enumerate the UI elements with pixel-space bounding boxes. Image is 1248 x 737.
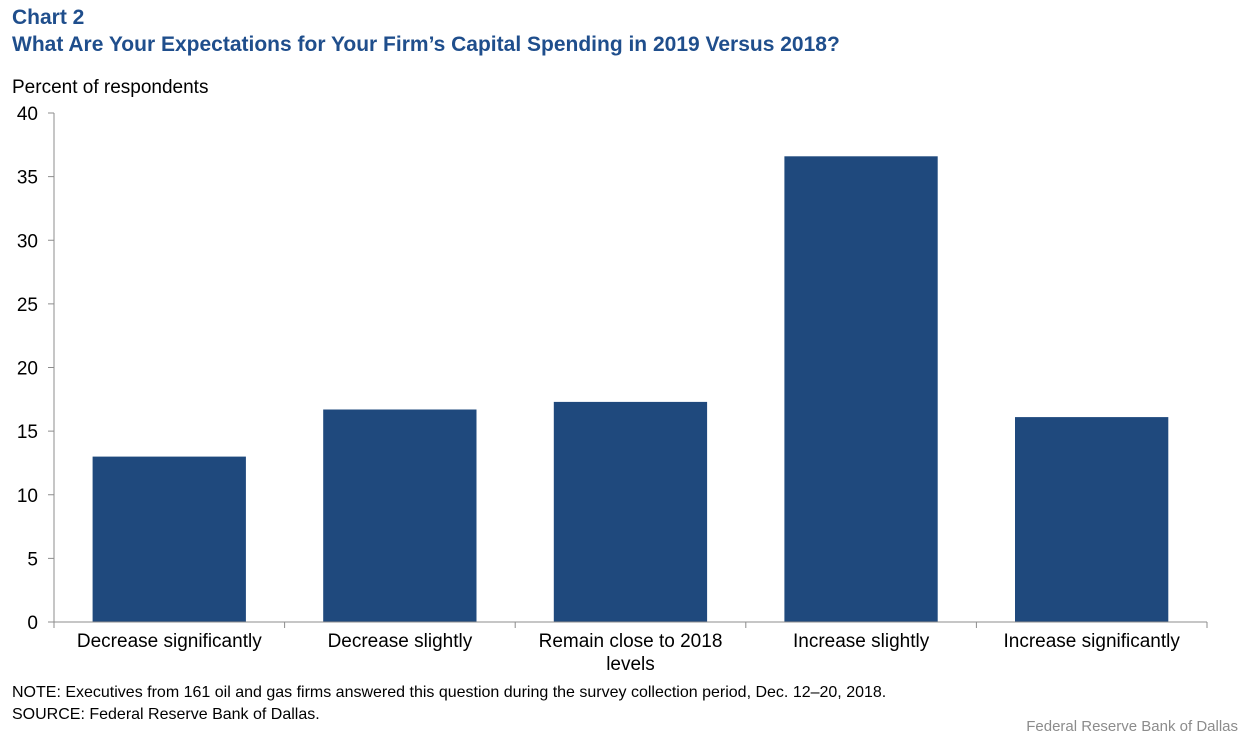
y-axis-label: Percent of respondents — [12, 77, 209, 98]
y-tick-label-0: 0 — [27, 613, 38, 634]
y-tick-label-15: 15 — [17, 422, 38, 443]
note-text: NOTE: Executives from 161 oil and gas fi… — [12, 684, 887, 701]
x-tick-label-4: Increase significantly — [1004, 631, 1181, 652]
x-tick-label-1: Decrease slightly — [328, 631, 473, 652]
bar-2 — [553, 401, 708, 622]
y-tick-label-35: 35 — [17, 168, 38, 189]
bar-1 — [323, 409, 477, 622]
chart-number: Chart 2 — [12, 6, 85, 29]
footer-credit: Federal Reserve Bank of Dallas — [1026, 718, 1238, 735]
bar-3 — [784, 156, 938, 623]
y-tick-label-10: 10 — [17, 486, 38, 507]
chart-title: What Are Your Expectations for Your Firm… — [12, 33, 840, 56]
y-tick-label-40: 40 — [17, 104, 38, 125]
bar-4 — [1015, 417, 1169, 622]
bars-group — [92, 156, 1169, 623]
y-ticks-group: 0 5 10 15 20 25 30 35 40 — [17, 104, 54, 634]
x-tick-label-0: Decrease significantly — [77, 631, 262, 652]
y-tick-label-30: 30 — [17, 231, 38, 252]
x-tick-label-2: Remain close to 2018 levels — [539, 631, 723, 675]
x-tick-label-3: Increase slightly — [793, 631, 930, 652]
y-tick-label-20: 20 — [17, 359, 38, 380]
source-text: SOURCE: Federal Reserve Bank of Dallas. — [12, 706, 320, 723]
x-labels-group: Decrease significantly Decrease slightly R… — [77, 631, 1180, 675]
y-tick-label-5: 5 — [27, 549, 38, 570]
bar-0 — [92, 456, 246, 622]
y-tick-label-25: 25 — [17, 295, 38, 316]
